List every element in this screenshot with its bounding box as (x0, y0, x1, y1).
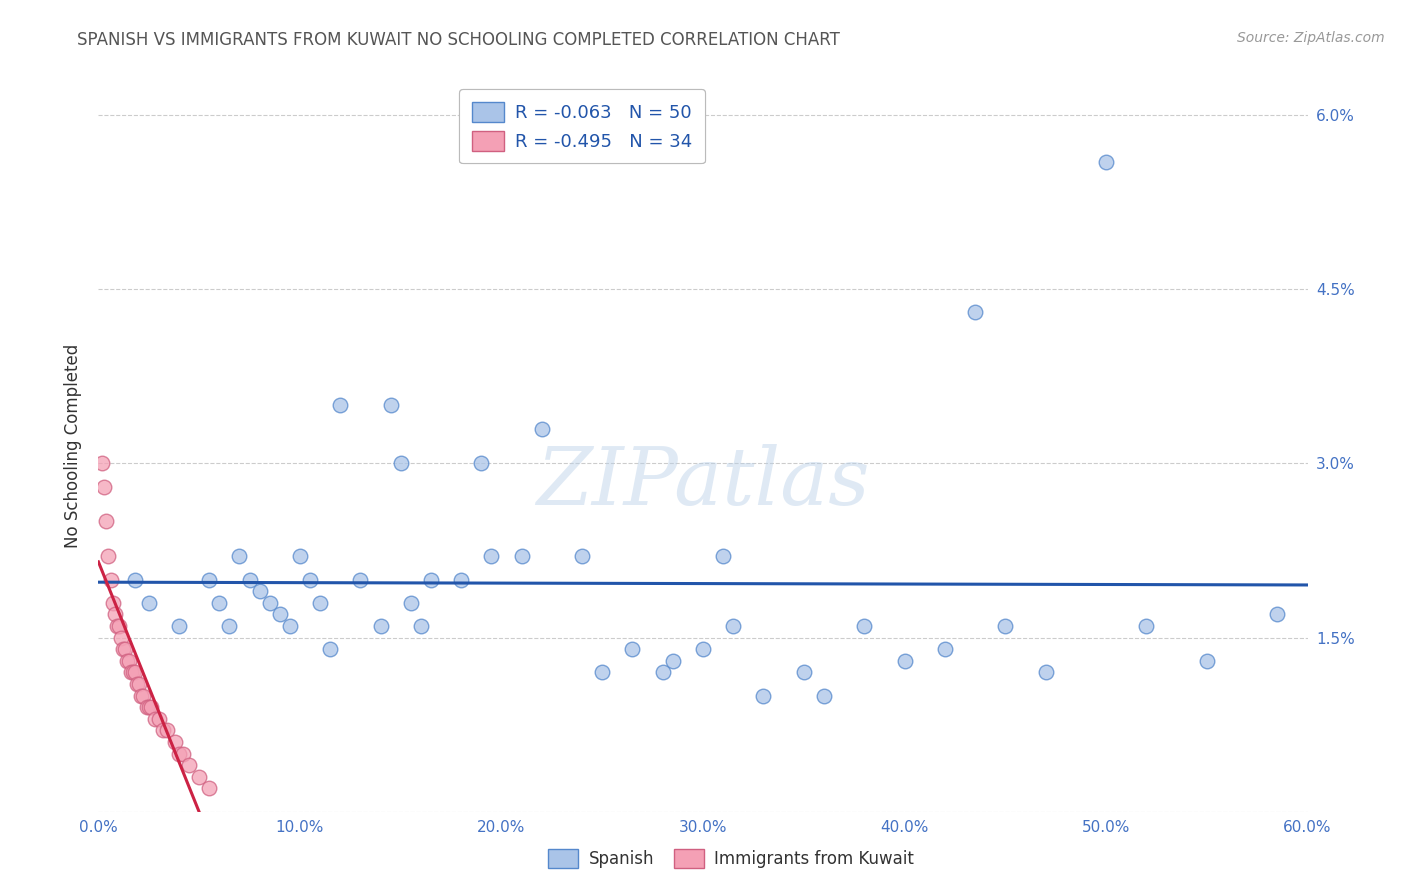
Point (138, 596, 160, 610)
Point (111, 642, 134, 657)
Point (278, 619, 301, 633)
Point (450, 573, 472, 587)
Point (661, 654, 683, 668)
Point (651, 665, 673, 680)
Point (370, 619, 392, 633)
Point (853, 619, 876, 633)
Point (167, 747, 190, 761)
Point (128, 677, 150, 691)
Point (124, 573, 146, 587)
Point (1267, 607, 1289, 622)
Point (93, 480, 115, 494)
Point (167, 619, 190, 633)
Point (239, 573, 262, 587)
Point (179, 758, 201, 772)
Point (288, 549, 311, 564)
Point (420, 573, 443, 587)
Point (121, 665, 143, 680)
Point (893, 654, 915, 668)
Y-axis label: No Schooling Completed: No Schooling Completed (65, 344, 83, 548)
Point (793, 665, 815, 680)
Point (409, 619, 432, 633)
Point (188, 770, 211, 784)
Point (125, 677, 148, 691)
Point (163, 735, 186, 749)
Point (97, 549, 120, 564)
Point (481, 549, 503, 564)
Point (399, 596, 422, 610)
Point (96, 515, 118, 529)
Point (389, 457, 412, 471)
Point (621, 642, 644, 657)
Point (994, 619, 1017, 633)
Legend: Spanish, Immigrants from Kuwait: Spanish, Immigrants from Kuwait (541, 843, 921, 875)
Point (148, 712, 170, 726)
Point (132, 689, 155, 703)
Point (1095, 154, 1118, 169)
Point (309, 596, 332, 610)
Point (198, 573, 221, 587)
Text: ZIPatlas: ZIPatlas (536, 444, 870, 521)
Point (692, 642, 714, 657)
Point (349, 573, 371, 587)
Point (135, 700, 157, 714)
Point (114, 642, 136, 657)
Point (143, 712, 166, 726)
Point (510, 549, 533, 564)
Point (139, 700, 162, 714)
Text: Source: ZipAtlas.com: Source: ZipAtlas.com (1237, 31, 1385, 45)
Point (107, 619, 129, 633)
Point (259, 596, 281, 610)
Point (380, 398, 402, 412)
Point (172, 747, 194, 761)
Point (1035, 665, 1057, 680)
Point (249, 584, 271, 599)
Point (329, 398, 352, 412)
Point (198, 781, 221, 796)
Point (530, 421, 553, 435)
Point (100, 573, 122, 587)
Point (156, 723, 179, 738)
Point (571, 549, 593, 564)
Point (723, 619, 745, 633)
Point (115, 654, 138, 668)
Point (110, 631, 132, 645)
Point (138, 700, 160, 714)
Point (813, 689, 835, 703)
Point (269, 607, 291, 622)
Point (120, 665, 142, 680)
Point (91, 457, 114, 471)
Point (124, 665, 146, 680)
Point (934, 642, 956, 657)
Text: SPANISH VS IMMIGRANTS FROM KUWAIT NO SCHOOLING COMPLETED CORRELATION CHART: SPANISH VS IMMIGRANTS FROM KUWAIT NO SCH… (77, 31, 841, 49)
Point (299, 573, 322, 587)
Point (470, 457, 492, 471)
Point (118, 654, 141, 668)
Point (319, 642, 342, 657)
Point (228, 549, 250, 564)
Point (105, 619, 128, 633)
Point (218, 619, 240, 633)
Point (129, 689, 152, 703)
Point (152, 723, 174, 738)
Point (591, 665, 613, 680)
Point (752, 689, 775, 703)
Legend: R = -0.063   N = 50, R = -0.495   N = 34: R = -0.063 N = 50, R = -0.495 N = 34 (460, 89, 704, 163)
Point (103, 607, 125, 622)
Point (1195, 654, 1218, 668)
Point (101, 596, 124, 610)
Point (208, 596, 231, 610)
Point (965, 305, 987, 319)
Point (1135, 619, 1157, 633)
Point (711, 549, 734, 564)
